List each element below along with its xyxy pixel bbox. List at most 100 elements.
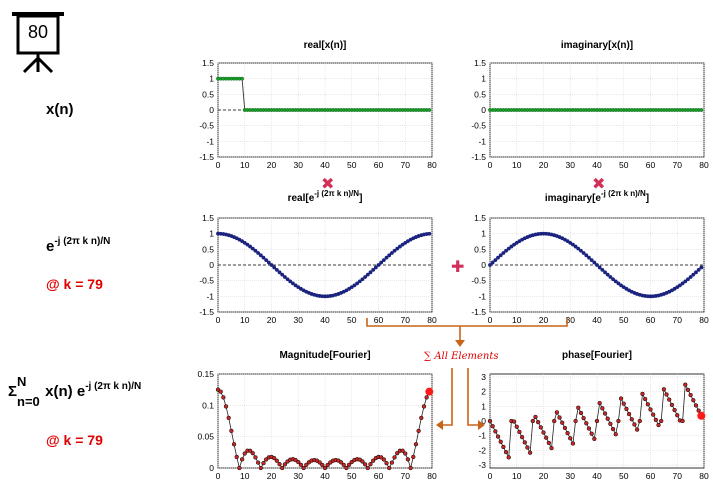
y-tick-label: 0	[481, 260, 486, 270]
x-tick-label: 30	[294, 315, 304, 325]
y-tick-label: -3	[478, 460, 486, 470]
data-point	[579, 248, 583, 253]
data-point	[285, 277, 290, 282]
data-point	[384, 461, 389, 466]
x-tick-label: 70	[401, 471, 411, 481]
data-point	[272, 455, 277, 461]
data-point	[269, 263, 274, 267]
data-point	[381, 258, 386, 262]
data-point	[272, 265, 277, 270]
data-point	[392, 248, 397, 253]
data-point	[258, 465, 263, 471]
x-tick-label: 80	[699, 315, 709, 325]
title-real-e-pre: real[e	[287, 193, 315, 204]
data-point	[648, 294, 653, 299]
data-point	[250, 246, 255, 251]
x-tick-label: 20	[267, 160, 277, 170]
data-point	[261, 461, 266, 466]
data-point	[691, 272, 696, 277]
data-point	[341, 462, 346, 468]
data-point	[517, 429, 522, 435]
data-point	[586, 426, 592, 431]
data-point	[562, 425, 568, 431]
data-point	[255, 460, 261, 465]
data-point	[291, 281, 295, 286]
data-point	[304, 462, 309, 468]
data-point	[317, 460, 322, 465]
data-point	[501, 251, 506, 255]
data-point	[611, 277, 615, 282]
data-point	[560, 420, 565, 425]
data-point	[493, 258, 498, 262]
x-tick-label: 70	[673, 471, 683, 481]
data-point	[352, 283, 357, 288]
data-point	[405, 457, 411, 462]
y-tick-label: 0.5	[202, 89, 214, 99]
data-point	[389, 460, 395, 465]
data-point	[323, 294, 327, 299]
x-tick-label: 30	[566, 315, 576, 325]
data-point	[680, 418, 685, 424]
data-point	[688, 392, 693, 398]
data-point	[519, 434, 525, 440]
data-point	[632, 422, 637, 427]
data-point	[387, 465, 392, 471]
y-tick-label: 1.5	[202, 58, 214, 68]
data-point	[371, 268, 376, 272]
x-tick-label: 40	[592, 160, 602, 170]
data-point	[504, 248, 508, 253]
data-point	[242, 451, 247, 456]
data-point	[389, 251, 394, 255]
arrowhead-down	[455, 340, 465, 347]
data-point	[282, 462, 288, 467]
data-point	[509, 244, 514, 249]
sum-upper-limit: N	[17, 374, 27, 389]
data-point	[264, 258, 269, 262]
data-point	[282, 275, 287, 279]
x-tick-label: 60	[374, 471, 384, 481]
x-tick-label: 10	[512, 471, 522, 481]
data-point	[384, 255, 389, 260]
data-point	[349, 285, 354, 290]
x-tick-label: 0	[488, 471, 493, 481]
data-point	[699, 108, 704, 112]
data-point	[667, 397, 672, 402]
data-point	[296, 459, 301, 465]
y-tick-label: -1	[206, 291, 214, 301]
y-tick-label: -1.5	[199, 307, 214, 317]
data-point	[541, 231, 546, 236]
data-point	[688, 275, 693, 279]
x-tick-label: 60	[646, 315, 656, 325]
data-point	[568, 240, 573, 245]
y-tick-label: 1.5	[202, 213, 214, 223]
y-tick-label: 0	[209, 105, 214, 115]
x-tick-label: 10	[240, 315, 250, 325]
x-tick-label: 60	[646, 471, 656, 481]
data-point	[669, 402, 675, 408]
y-tick-label: 0.5	[202, 244, 214, 254]
x-tick-label: 80	[427, 315, 437, 325]
data-point	[368, 270, 373, 275]
x-tick-label: 30	[566, 160, 576, 170]
data-point	[683, 279, 688, 284]
plus-icon: ✚	[451, 259, 465, 276]
data-point	[371, 458, 376, 463]
data-point	[392, 455, 397, 460]
data-point	[661, 387, 667, 392]
data-point	[506, 246, 511, 251]
y-tick-label: -0.5	[199, 121, 214, 131]
data-point	[629, 417, 634, 422]
data-point	[618, 396, 624, 401]
y-tick-label: -1.5	[471, 307, 486, 317]
data-point	[376, 263, 381, 267]
data-point	[411, 454, 416, 460]
x-tick-label: 50	[347, 160, 357, 170]
x-tick-label: 50	[347, 315, 357, 325]
k-value-label-2: @ k = 79	[46, 432, 103, 448]
title-real-x: real[x(n)]	[303, 40, 347, 51]
data-point	[400, 242, 405, 247]
data-point	[514, 424, 519, 429]
data-point	[589, 258, 594, 262]
all-elements-label: ∑ All Elements	[424, 351, 499, 362]
